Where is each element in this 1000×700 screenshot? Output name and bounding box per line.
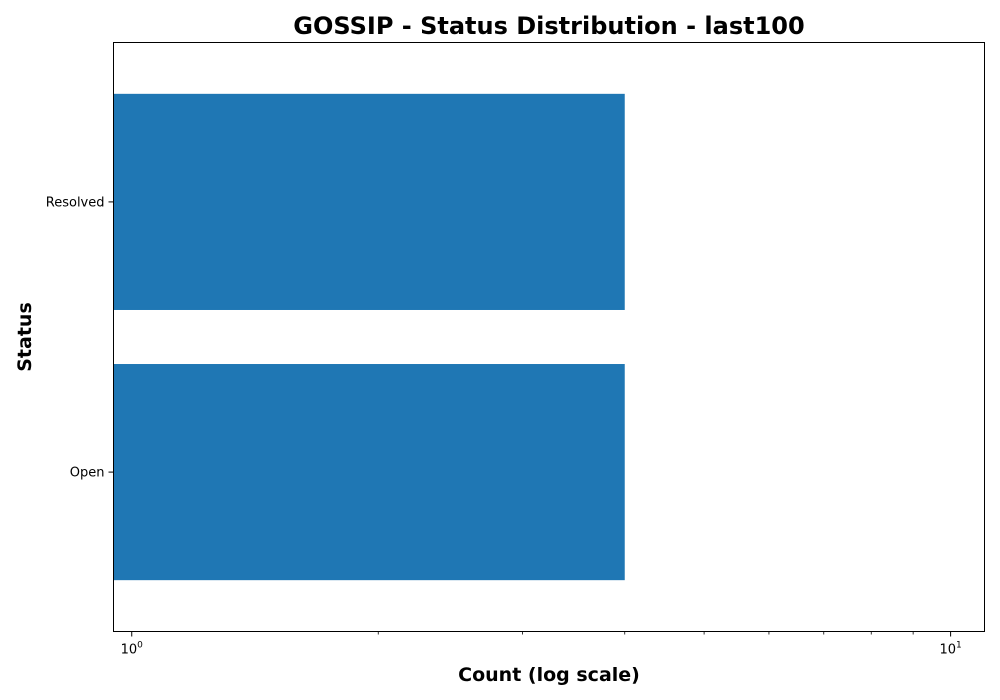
y-tick-label-resolved: Resolved xyxy=(46,195,105,210)
y-tick-label-open: Open xyxy=(70,466,105,481)
x-axis-label: Count (log scale) xyxy=(458,664,640,686)
x-tick-label-0: 100 xyxy=(121,641,144,658)
bar-open xyxy=(113,364,625,581)
y-axis-label: Status xyxy=(14,302,36,372)
x-tick-label-1: 101 xyxy=(939,641,961,658)
bar-resolved xyxy=(113,93,625,310)
x-ticks-group: 100 101 xyxy=(121,631,962,658)
y-ticks-group: Open Resolved xyxy=(46,195,114,481)
plot-frame xyxy=(113,42,985,632)
chart-title: GOSSIP - Status Distribution - last100 xyxy=(293,12,804,40)
bars-group xyxy=(113,93,625,581)
